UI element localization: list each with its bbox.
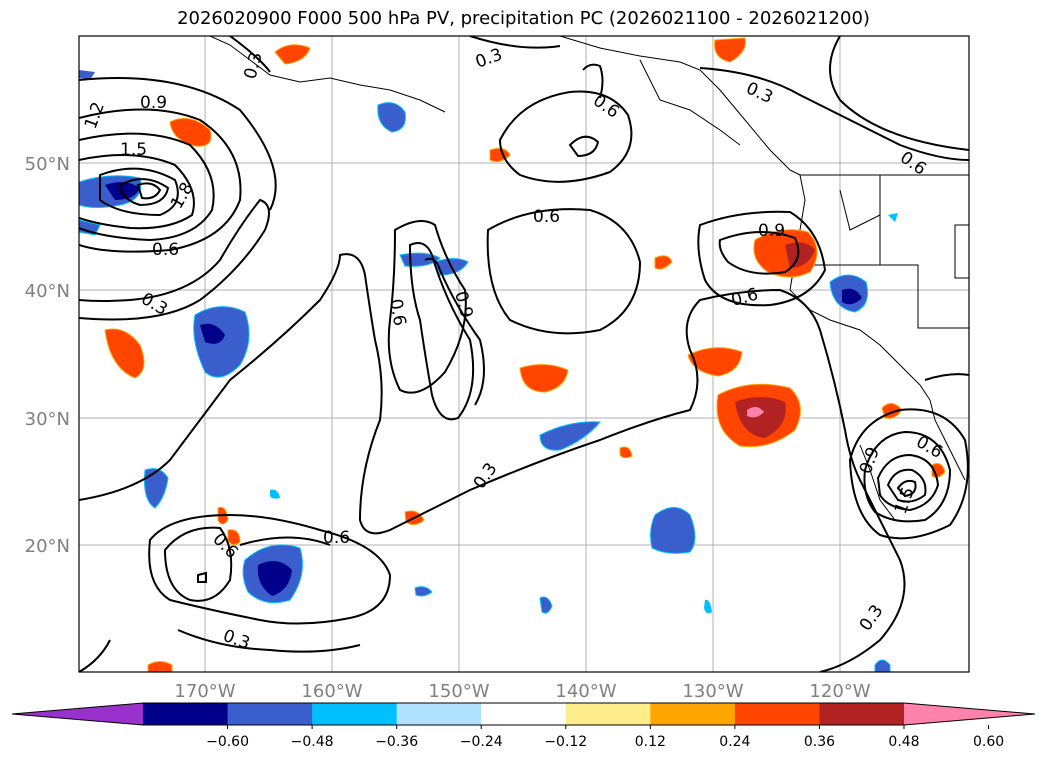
latitude-labels: 50°N 40°N 30°N 20°N	[25, 154, 70, 557]
colorbar-extend-high	[904, 703, 1035, 725]
pv-contours	[79, 36, 969, 672]
colorbar-tick-label: 0.12	[635, 734, 666, 750]
colorbar-outline	[11, 702, 1036, 726]
colorbar-tick-label: −0.12	[544, 734, 587, 750]
lat-label: 50°N	[25, 154, 70, 175]
graticule	[79, 36, 969, 672]
colorbar: −0.60 −0.48 −0.36 −0.24 −0.12 0.12 0.24 0.36 0.4…	[11, 702, 1036, 750]
colorbar-swatch	[819, 703, 905, 725]
colorbar-swatch	[650, 703, 736, 725]
colorbar-swatch	[312, 703, 398, 725]
colorbar-tick-label: 0.48	[888, 734, 919, 750]
contour-label: 0.6	[323, 528, 350, 548]
contour-label: 0.9	[758, 221, 785, 241]
colorbar-tick-label: 0.36	[804, 734, 835, 750]
map-title: 2026020900 F000 500 hPa PV, precipitatio…	[177, 8, 870, 29]
lat-label: 30°N	[25, 409, 70, 430]
colorbar-swatch	[396, 703, 482, 725]
colorbar-tick-label: −0.60	[206, 734, 249, 750]
colorbar-swatch	[734, 703, 820, 725]
contour-label: 0.6	[385, 297, 409, 327]
colorbar-tick-label: 0.24	[719, 734, 750, 750]
lon-label: 120°W	[809, 681, 870, 702]
colorbar-swatch	[565, 703, 651, 725]
longitude-labels: 170°W 160°W 150°W 140°W 130°W 120°W	[174, 681, 870, 702]
colorbar-tick-label: −0.36	[375, 734, 418, 750]
colorbar-swatch	[143, 703, 229, 725]
map-frame	[78, 35, 970, 673]
contour-label: 0.6	[533, 207, 560, 227]
contour-label: 0.6	[152, 240, 179, 260]
colorbar-tick-label: −0.48	[291, 734, 334, 750]
lon-label: 170°W	[174, 681, 235, 702]
colorbar-tick-label: −0.24	[460, 734, 503, 750]
lat-label: 40°N	[25, 281, 70, 302]
lat-label: 20°N	[25, 536, 70, 557]
colorbar-swatch	[481, 703, 567, 725]
colorbar-tick-label: 0.60	[973, 734, 1004, 750]
contour-label: 0.9	[140, 93, 167, 113]
lon-label: 140°W	[555, 681, 616, 702]
lon-label: 150°W	[428, 681, 489, 702]
contour-label: 1.5	[120, 140, 147, 160]
precipitation-field	[79, 37, 946, 672]
colorbar-extend-low	[12, 703, 143, 725]
coastlines	[209, 36, 969, 521]
colorbar-swatch	[227, 703, 313, 725]
lon-label: 130°W	[682, 681, 743, 702]
lon-label: 160°W	[301, 681, 362, 702]
